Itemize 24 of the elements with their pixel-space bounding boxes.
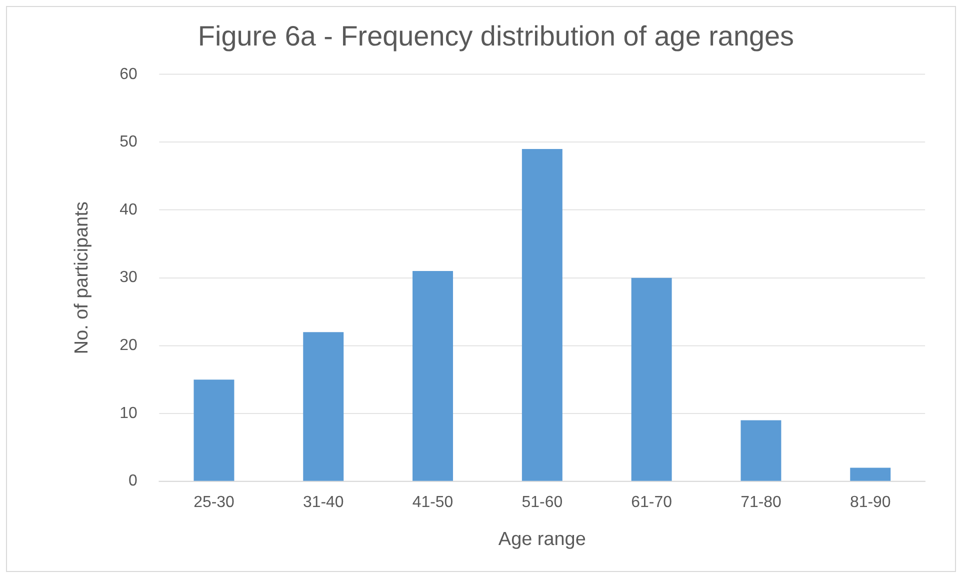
y-tick-label: 40: [120, 201, 138, 218]
y-tick-label: 30: [120, 269, 138, 286]
x-tick-label: 81-90: [850, 494, 891, 512]
y-tick-label: 60: [120, 66, 138, 83]
y-tick-label: 20: [120, 337, 138, 354]
bar: [522, 148, 562, 481]
x-tick-label: 41-50: [412, 494, 454, 512]
bar: [631, 278, 672, 481]
bar: [740, 420, 782, 481]
x-tick-label: 25-30: [194, 494, 235, 512]
bar: [194, 380, 234, 481]
x-tick-label: 31-40: [302, 494, 344, 512]
bar: [412, 271, 454, 481]
bar: [303, 332, 344, 481]
y-tick-label: 0: [128, 472, 138, 490]
x-tick-label: 61-70: [631, 494, 672, 512]
y-tick-label: 10: [120, 404, 138, 422]
x-tick-label: 71-80: [740, 494, 782, 512]
x-axis-title: Age range: [498, 528, 586, 550]
x-tick-label: 51-60: [522, 494, 563, 512]
bar: [850, 468, 891, 481]
chart-title: Figure 6a - Frequency distribution of age ranges: [198, 20, 794, 52]
y-axis-title: No. of participants: [71, 202, 92, 354]
y-tick-label: 50: [120, 134, 138, 151]
